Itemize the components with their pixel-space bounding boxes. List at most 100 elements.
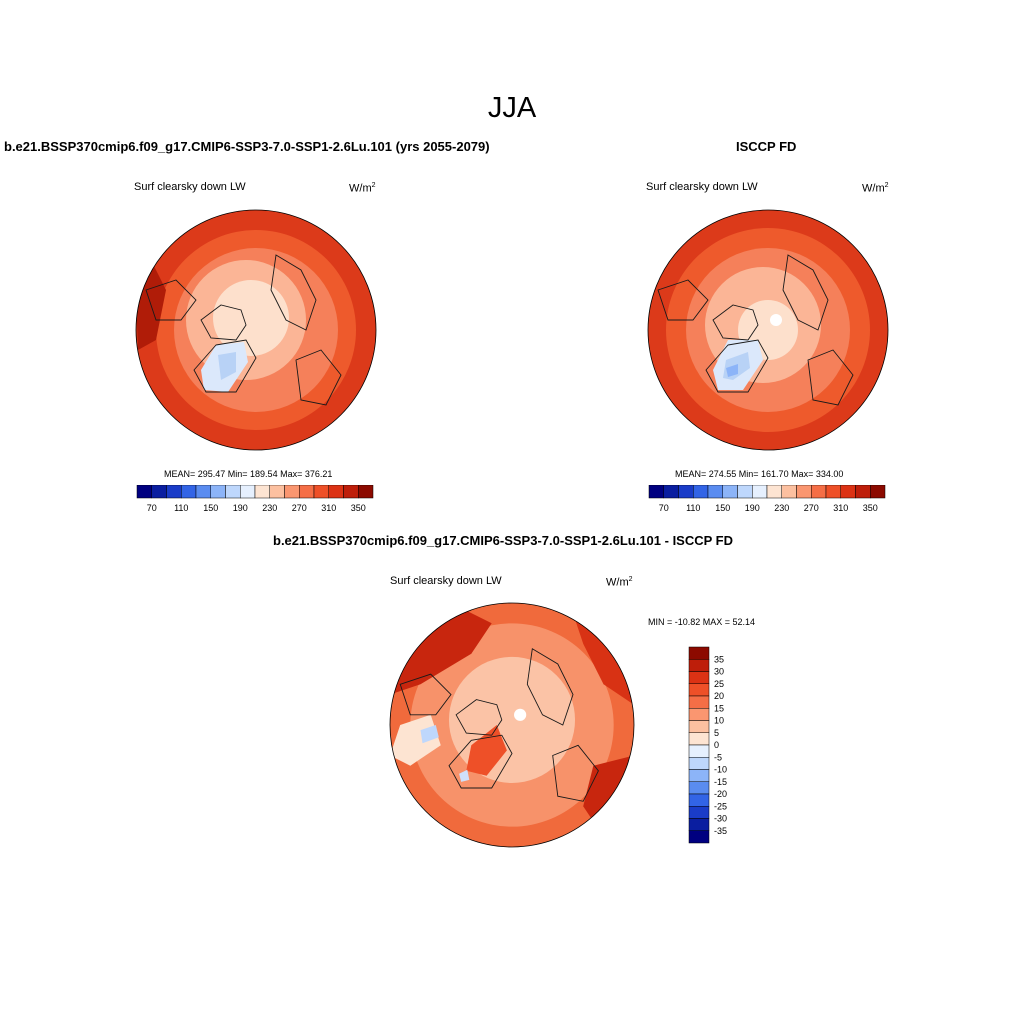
coastline-2	[448, 734, 513, 789]
colorbar-tick-label: 25	[714, 679, 724, 689]
diff-colorbar: 35 30 25 20 15 10 5 0 -5 -10 -15 -20 -25 -30 -35	[688, 646, 727, 844]
field-greenland-min	[726, 364, 738, 377]
colorbar-swatch	[688, 744, 710, 758]
colorbar-tick-label: -15	[714, 777, 727, 787]
colorbar-tick-label: -30	[714, 814, 727, 824]
colorbar-tick-label: 70	[659, 503, 669, 513]
field-cool-greenland	[459, 769, 470, 782]
colorbar-swatch	[358, 485, 374, 499]
diff-units-label: W/m2	[606, 576, 633, 589]
colorbar-swatch	[781, 485, 797, 499]
colorbar-swatch	[284, 485, 300, 499]
colorbar-swatch	[688, 793, 710, 807]
colorbar-swatch	[240, 485, 256, 499]
coastline-1	[455, 699, 503, 736]
colorbar-swatch	[796, 485, 812, 499]
colorbar-swatch	[151, 485, 167, 499]
colorbar-swatch	[299, 485, 315, 499]
diff-variable-label: Surf clearsky down LW	[390, 575, 502, 587]
colorbar-swatch	[688, 659, 710, 672]
colorbar-swatch	[343, 485, 359, 499]
colorbar-swatch	[688, 732, 710, 746]
coastline-1	[712, 304, 759, 341]
colorbar-swatch	[166, 485, 182, 499]
right-colorbar: 70 110 150 190 230 270 310 350	[648, 485, 886, 513]
field-greenland-core	[218, 352, 236, 380]
colorbar-tick-label: -5	[714, 752, 722, 762]
colorbar-tick-label: 190	[233, 503, 248, 513]
colorbar-swatch	[693, 485, 709, 499]
left-stats-text: MEAN= 295.47 Min= 189.54 Max= 376.21	[164, 469, 333, 479]
left-polar-map	[135, 209, 377, 451]
colorbar-tick-label: 230	[774, 503, 789, 513]
colorbar-tick-label: 35	[714, 654, 724, 664]
colorbar-swatch	[688, 781, 710, 795]
colorbar-tick-label: 150	[715, 503, 730, 513]
missing-data-pole	[770, 314, 782, 326]
colorbar-swatch	[269, 485, 285, 499]
right-units-label: W/m2	[862, 182, 889, 195]
colorbar-swatch	[328, 485, 344, 499]
colorbar-swatch	[688, 830, 710, 844]
coastline-4	[295, 349, 342, 406]
colorbar-swatch	[870, 485, 886, 499]
colorbar-tick-label: -10	[714, 765, 727, 775]
colorbar-swatch	[737, 485, 753, 499]
colorbar-tick-label: 310	[321, 503, 336, 513]
colorbar-swatch	[840, 485, 856, 499]
left-panel-title: b.e21.BSSP370cmip6.f09_g17.CMIP6-SSP3-7.…	[4, 139, 490, 154]
colorbar-tick-label: 110	[686, 503, 700, 513]
colorbar-swatch	[254, 485, 270, 499]
colorbar-swatch	[825, 485, 841, 499]
colorbar-swatch	[707, 485, 723, 499]
colorbar-swatch	[195, 485, 211, 499]
colorbar-swatch	[313, 485, 329, 499]
colorbar-tick-label: 310	[833, 503, 848, 513]
coastline-2	[705, 339, 769, 393]
colorbar-tick-label: 15	[714, 703, 724, 713]
colorbar-tick-label: -20	[714, 789, 727, 799]
colorbar-swatch	[688, 769, 710, 782]
right-variable-label: Surf clearsky down LW	[646, 181, 758, 193]
coastline-5	[399, 673, 452, 716]
colorbar-swatch	[225, 485, 241, 499]
colorbar-swatch	[136, 485, 152, 499]
colorbar-swatch	[688, 720, 710, 733]
diff-polar-map	[389, 602, 635, 848]
field-cool-west	[420, 725, 439, 744]
map-outline	[647, 209, 889, 451]
right-panel-title: ISCCP FD	[736, 139, 797, 154]
colorbar-tick-label: 190	[745, 503, 760, 513]
field-warm-ne	[573, 613, 634, 705]
colorbar-swatch	[688, 646, 710, 660]
coastline-5	[657, 279, 709, 321]
diff-stats-text: MIN = -10.82 MAX = 52.14	[648, 617, 756, 627]
coastline-5	[145, 279, 197, 321]
left-variable-label: Surf clearsky down LW	[134, 181, 246, 193]
coastline-1	[200, 304, 247, 341]
coastline-2	[193, 339, 257, 393]
colorbar-tick-label: 20	[714, 691, 724, 701]
colorbar-swatch	[766, 485, 782, 499]
colorbar-swatch	[210, 485, 226, 499]
coastline-3	[526, 648, 574, 726]
colorbar-tick-label: 0	[714, 740, 719, 750]
colorbar-swatch	[663, 485, 679, 499]
colorbar-tick-label: 350	[351, 503, 366, 513]
colorbar-tick-label: 350	[863, 503, 878, 513]
coastline-4	[807, 349, 854, 406]
colorbar-swatch	[811, 485, 827, 499]
coastline-3	[270, 254, 317, 331]
colorbar-tick-label: 10	[714, 716, 724, 726]
colorbar-swatch	[688, 818, 710, 831]
colorbar-swatch	[181, 485, 197, 499]
diff-panel-title: b.e21.BSSP370cmip6.f09_g17.CMIP6-SSP3-7.…	[273, 533, 734, 548]
colorbar-swatch	[688, 683, 710, 697]
colorbar-tick-label: 70	[147, 503, 157, 513]
colorbar-tick-label: 270	[292, 503, 307, 513]
left-colorbar: 70 110 150 190 230 270 310 350	[136, 485, 374, 513]
colorbar-tick-label: 5	[714, 728, 719, 738]
colorbar-swatch	[688, 757, 710, 770]
colorbar-tick-label: -25	[714, 801, 727, 811]
colorbar-swatch	[688, 806, 710, 819]
